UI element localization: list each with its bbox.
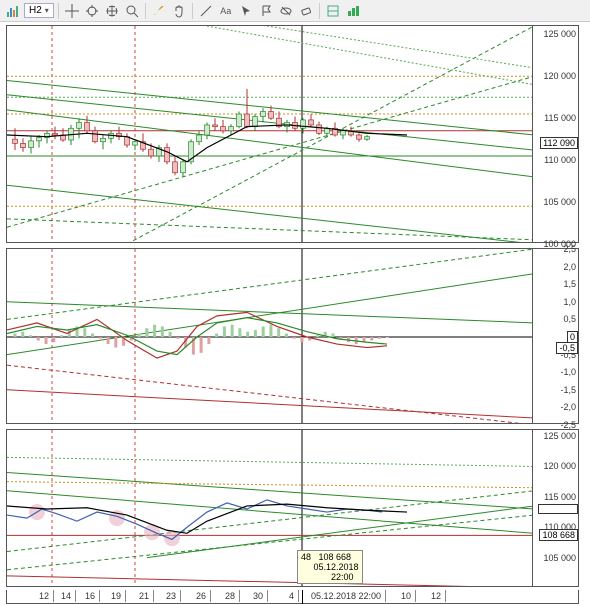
timeframe-select[interactable]: H2 ▾	[24, 3, 54, 18]
ytick: -2,0	[560, 402, 576, 412]
chart-area: 100 000105 000110 000115 000120 000125 0…	[0, 22, 590, 602]
crosshair-x	[302, 590, 303, 604]
xtick: 05.12.2018 22:00	[307, 590, 386, 602]
separator	[145, 3, 146, 19]
ytick: 115 000	[544, 492, 576, 502]
ytick: 125 000	[543, 431, 576, 441]
price-yaxis[interactable]: 100 000105 000110 000115 000120 000125 0…	[532, 26, 578, 242]
ytick: 120 000	[543, 71, 576, 81]
ytick: 105 000	[543, 553, 576, 563]
chart-type-icon[interactable]	[4, 2, 22, 20]
ytick: 110 000	[544, 155, 576, 165]
price-panel[interactable]: 100 000105 000110 000115 000120 000125 0…	[6, 25, 579, 243]
pointer-icon[interactable]	[237, 2, 255, 20]
price-svg	[7, 26, 532, 242]
oscillator-svg	[7, 249, 532, 423]
xtick: 21	[135, 590, 154, 602]
overlay-plot[interactable]: 48 108 668 05.12.2018 22:00	[7, 430, 532, 586]
eye-icon[interactable]	[277, 2, 295, 20]
time-axis[interactable]: 121416192123262830405.12.2018 22:001012	[6, 590, 579, 604]
oscillator-yaxis[interactable]: -2,5-2,0-1,5-1,0-0,500,51,01,52,02,50-0,…	[532, 249, 578, 423]
ytick: 115 000	[544, 113, 576, 123]
ytick: 1,5	[563, 279, 576, 289]
crosshair-icon[interactable]	[63, 2, 81, 20]
flag-icon[interactable]	[257, 2, 275, 20]
ytick: 2,0	[563, 262, 576, 272]
indicator1-icon[interactable]	[324, 2, 342, 20]
separator	[319, 3, 320, 19]
oscillator-plot[interactable]	[7, 249, 532, 423]
overlay-marker2: 108 668	[539, 529, 578, 541]
xtick: 19	[107, 590, 126, 602]
separator	[58, 3, 59, 19]
overlay-svg	[7, 430, 532, 586]
toolbar: H2 ▾ Aa	[0, 0, 590, 22]
xtick: 28	[221, 590, 240, 602]
overlay-panel[interactable]: 48 108 668 05.12.2018 22:00 105 000110 0…	[6, 429, 579, 587]
timeframe-label: H2	[29, 5, 42, 16]
oscillator-panel[interactable]: -2,5-2,0-1,5-1,0-0,500,51,01,52,02,50-0,…	[6, 248, 579, 424]
xtick: 16	[81, 590, 100, 602]
target-icon[interactable]	[83, 2, 101, 20]
crosshair-tooltip: 48 108 668 05.12.2018 22:00	[297, 550, 363, 584]
fit-icon[interactable]	[103, 2, 121, 20]
xtick: 26	[192, 590, 211, 602]
price-marker: 112 090	[540, 137, 578, 149]
chevron-down-icon: ▾	[45, 6, 49, 15]
ytick: 1,0	[563, 297, 576, 307]
ytick: 2,5	[563, 244, 576, 254]
separator	[192, 3, 193, 19]
eraser-icon[interactable]	[297, 2, 315, 20]
brush-icon[interactable]	[150, 2, 168, 20]
xtick: 12	[35, 590, 54, 602]
price-plot[interactable]	[7, 26, 532, 242]
xtick: 10	[397, 590, 416, 602]
xtick: 4	[285, 590, 299, 602]
indicator2-icon[interactable]	[344, 2, 362, 20]
ytick: 120 000	[543, 461, 576, 471]
hand-icon[interactable]	[170, 2, 188, 20]
ytick: -1,5	[560, 385, 576, 395]
xtick: 23	[162, 590, 181, 602]
overlay-marker	[538, 504, 578, 514]
ytick: 125 000	[543, 29, 576, 39]
ytick: 0,5	[563, 314, 576, 324]
line-tool-icon[interactable]	[197, 2, 215, 20]
xtick: 30	[249, 590, 268, 602]
xtick: 12	[427, 590, 446, 602]
text-tool-icon[interactable]: Aa	[217, 2, 235, 20]
xtick: 14	[57, 590, 76, 602]
ytick: 105 000	[543, 197, 576, 207]
ytick: -1,0	[560, 367, 576, 377]
zoom-icon[interactable]	[123, 2, 141, 20]
osc-marker2: -0,5	[556, 342, 578, 354]
overlay-yaxis[interactable]: 105 000110 000115 000120 000125 000108 6…	[532, 430, 578, 586]
